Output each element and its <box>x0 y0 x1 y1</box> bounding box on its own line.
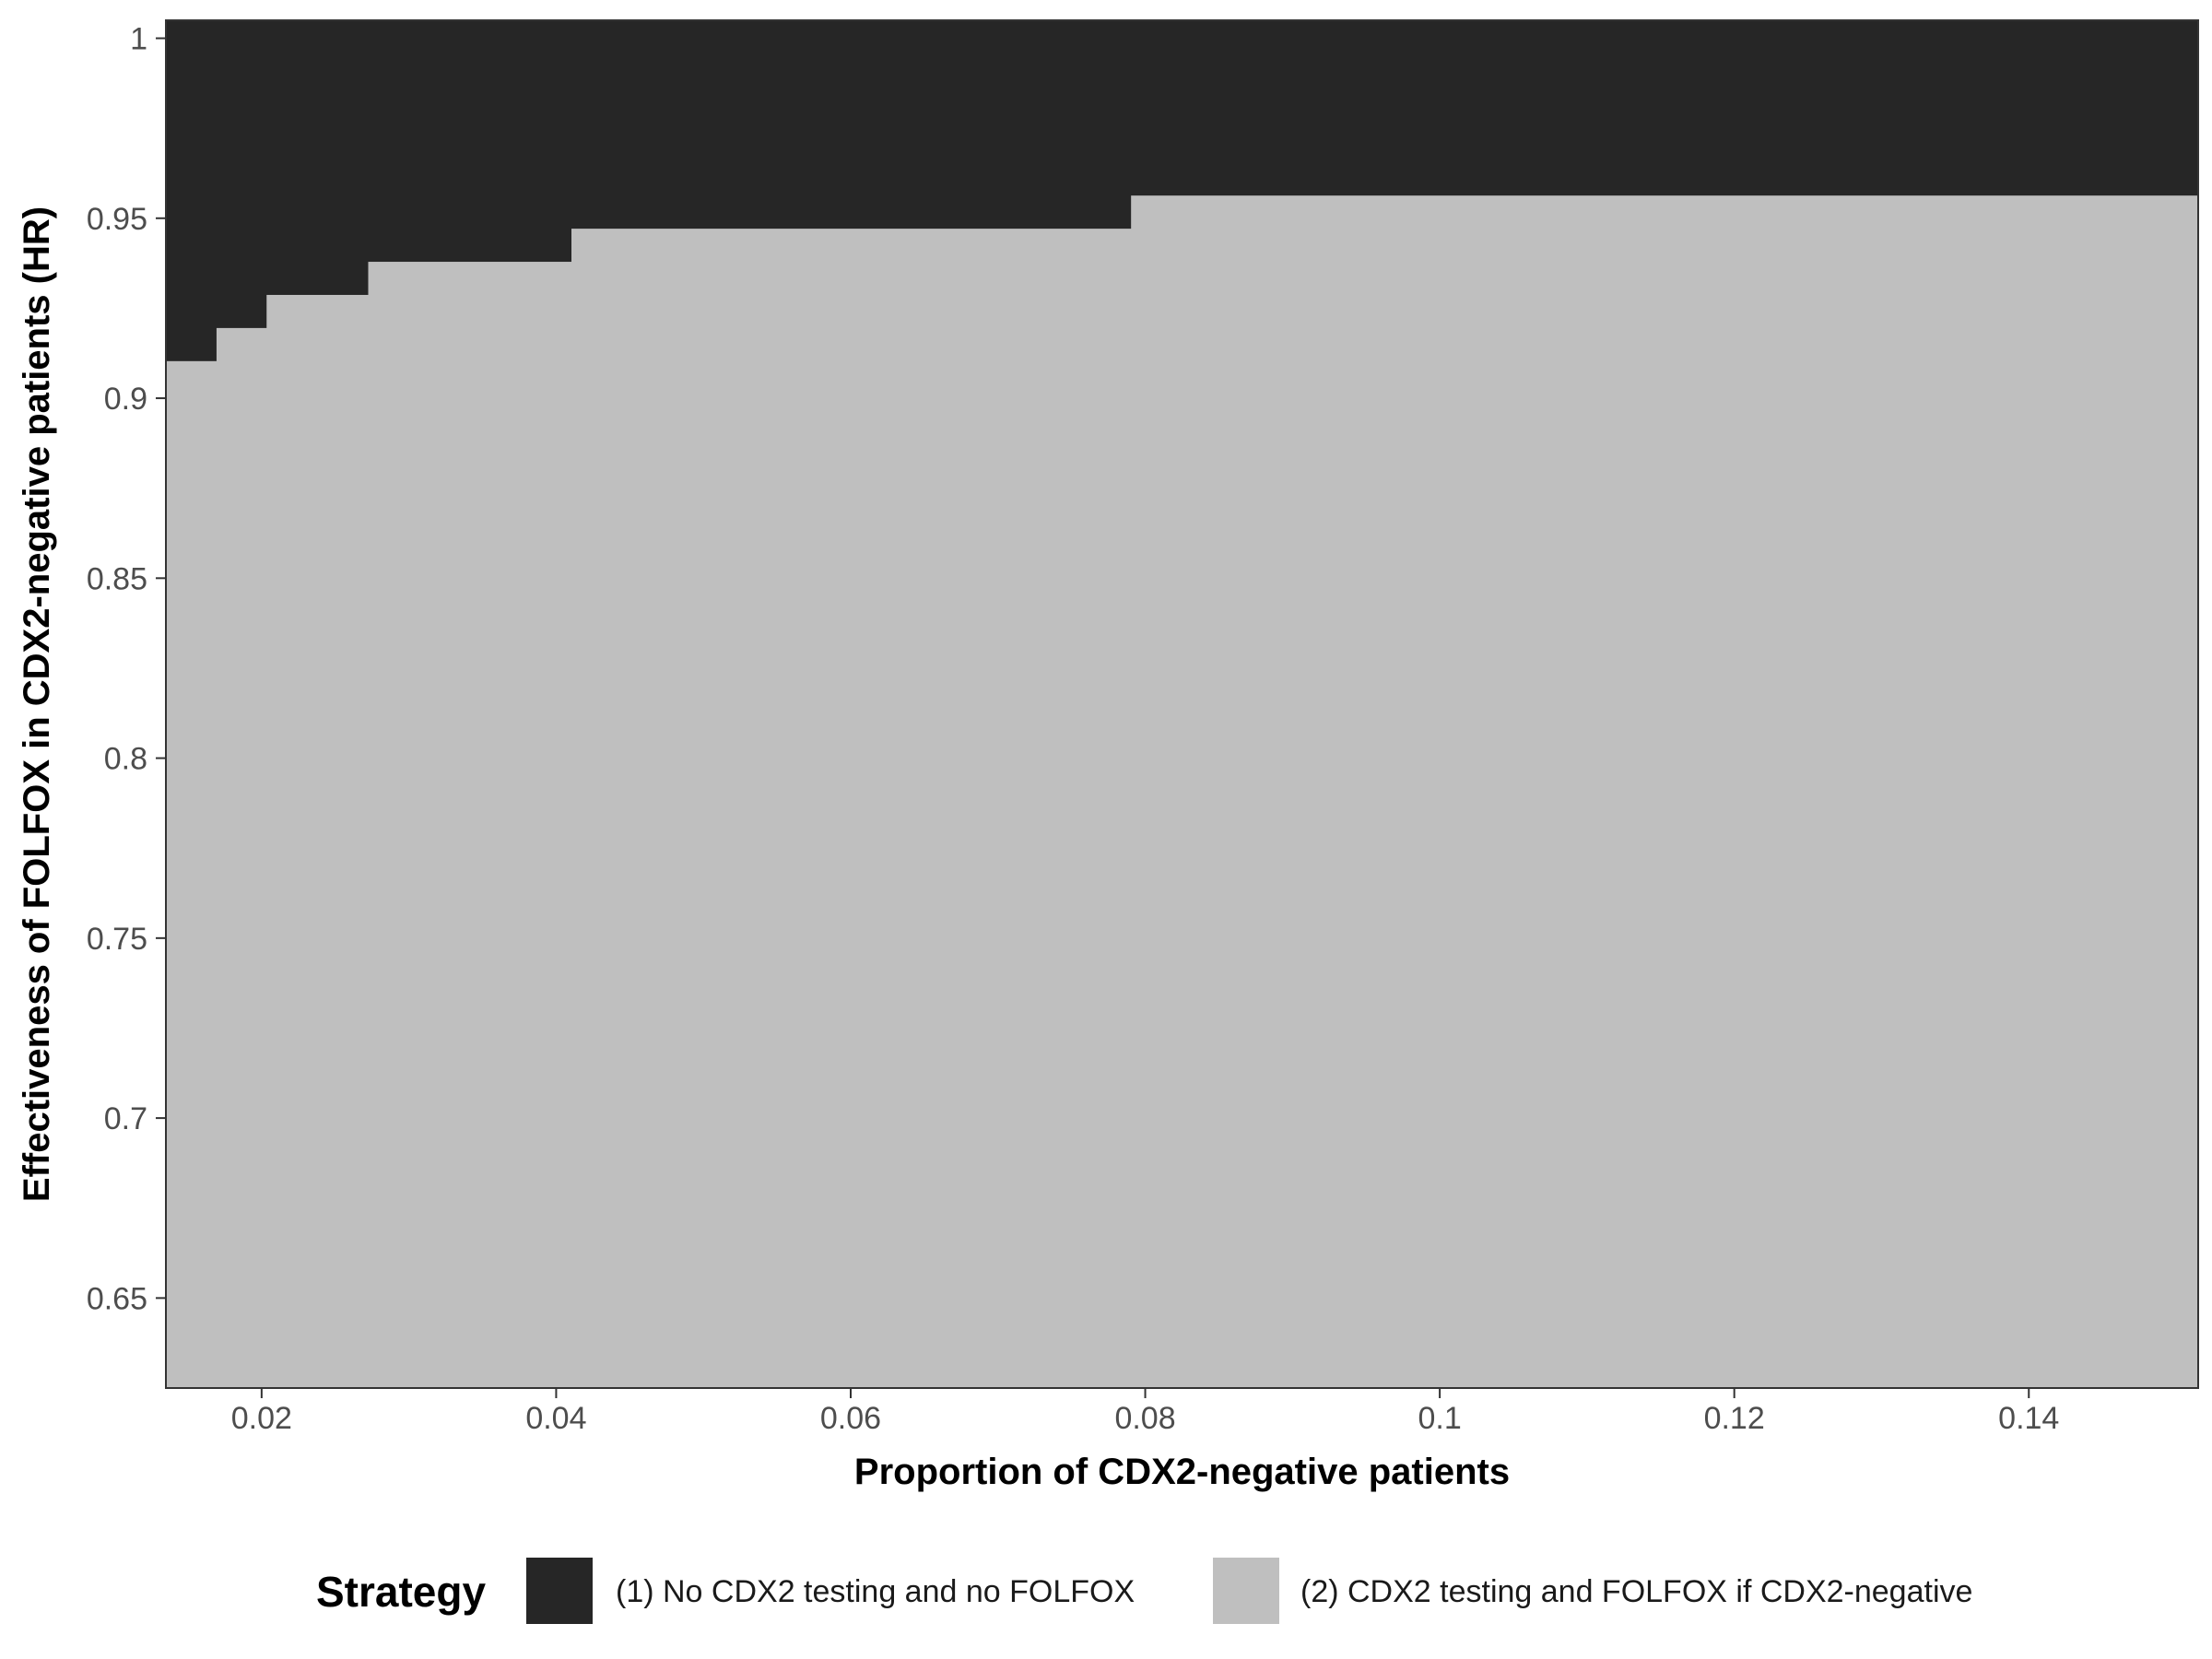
y-tick-label: 0.8 <box>104 742 147 777</box>
x-tick-label: 0.04 <box>525 1401 586 1436</box>
region-strategy-1-step-5 <box>1130 20 2199 196</box>
x-tick-label: 0.08 <box>1114 1401 1175 1436</box>
y-axis-title: Effectiveness of FOLFOX in CDX2-negative… <box>17 206 57 1202</box>
x-axis: 0.02 0.04 0.06 0.08 0.1 0.12 0.14 <box>231 1388 2059 1436</box>
y-tick-label: 0.65 <box>87 1281 147 1316</box>
y-tick-label: 1 <box>130 22 147 57</box>
strategy-regions <box>166 20 2199 361</box>
legend-label-strategy-1: (1) No CDX2 testing and no FOLFOX <box>616 1574 1135 1609</box>
y-tick-label: 0.95 <box>87 202 147 237</box>
legend-title: Strategy <box>316 1568 486 1616</box>
region-strategy-1-step-0 <box>166 20 217 361</box>
region-strategy-1-step-1 <box>216 20 267 328</box>
x-tick-label: 0.1 <box>1418 1401 1461 1436</box>
panel-border <box>165 19 2199 1389</box>
x-tick-label: 0.02 <box>231 1401 292 1436</box>
x-tick-label: 0.14 <box>1998 1401 2059 1436</box>
x-tick-label: 0.12 <box>1704 1401 1765 1436</box>
legend-key-strategy-1 <box>526 1558 593 1624</box>
legend-label-strategy-2: (2) CDX2 testing and FOLFOX if CDX2-nega… <box>1300 1574 1972 1609</box>
x-axis-title: Proportion of CDX2-negative patients <box>854 1452 1510 1492</box>
legend: Strategy (1) No CDX2 testing and no FOLF… <box>316 1558 1972 1624</box>
x-tick-label: 0.06 <box>820 1401 881 1436</box>
y-tick-label: 0.9 <box>104 382 147 417</box>
region-strategy-1-step-4 <box>571 20 1132 229</box>
y-tick-label: 0.7 <box>104 1101 147 1136</box>
region-strategy-1-step-2 <box>265 20 369 295</box>
y-tick-label: 0.75 <box>87 922 147 957</box>
plot-panel <box>165 19 2199 1389</box>
y-axis: 0.65 0.7 0.75 0.8 0.85 0.9 0.95 1 <box>87 22 166 1316</box>
legend-key-strategy-2 <box>1213 1558 1279 1624</box>
region-strategy-1-step-3 <box>367 20 572 263</box>
y-tick-label: 0.85 <box>87 561 147 596</box>
